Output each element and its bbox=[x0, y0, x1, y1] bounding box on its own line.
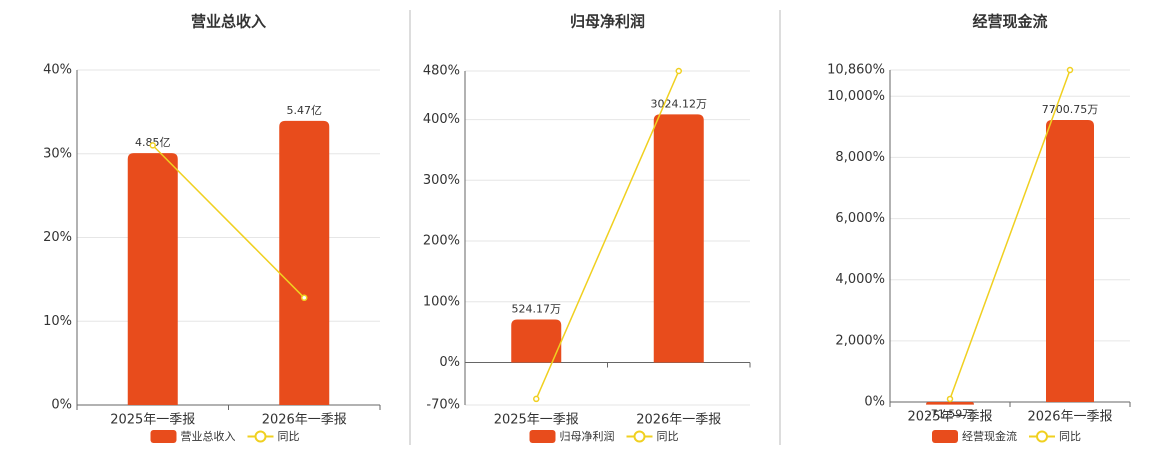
x-tick-label: 2025年一季报 bbox=[907, 410, 992, 425]
value-label: -71.59万 bbox=[927, 408, 973, 421]
chart-title: 营业总收入 bbox=[191, 13, 266, 31]
value-label: 7700.75万 bbox=[1042, 103, 1099, 116]
y-tick-label: 2,000% bbox=[835, 333, 885, 348]
line-point bbox=[946, 395, 954, 403]
y-tick-label: 10% bbox=[43, 314, 72, 329]
value-label: 5.47亿 bbox=[287, 104, 323, 117]
legend-label: 归母净利润 bbox=[560, 429, 615, 443]
y-tick-label: 10,860% bbox=[827, 63, 885, 78]
legend-swatch bbox=[529, 430, 556, 443]
y-tick-label: 0% bbox=[439, 355, 460, 370]
y-tick-label: 20% bbox=[43, 230, 72, 245]
legend-label: 同比 bbox=[657, 430, 679, 443]
y-tick-label: 200% bbox=[423, 234, 460, 249]
bar bbox=[1046, 119, 1094, 403]
y-tick-label: 100% bbox=[423, 294, 460, 309]
value-label: 3024.12万 bbox=[651, 97, 708, 110]
x-tick-label: 2026年一季报 bbox=[636, 413, 721, 428]
y-tick-label: 6,000% bbox=[835, 211, 885, 226]
bar bbox=[653, 114, 704, 363]
line-point bbox=[149, 142, 156, 149]
legend-label: 同比 bbox=[1059, 430, 1081, 443]
y-tick-label: 4,000% bbox=[835, 272, 885, 287]
y-tick-label: 40% bbox=[43, 63, 72, 78]
x-tick-label: 2025年一季报 bbox=[494, 413, 579, 428]
x-tick-label: 2025年一季报 bbox=[110, 413, 195, 428]
x-tick-label: 2026年一季报 bbox=[1027, 410, 1112, 425]
bar bbox=[511, 319, 562, 363]
bar bbox=[279, 120, 330, 405]
line bbox=[949, 69, 1071, 400]
legend-label: 同比 bbox=[278, 430, 300, 443]
line bbox=[152, 144, 305, 299]
bar bbox=[926, 402, 974, 405]
line bbox=[535, 70, 680, 400]
chart-title: 归母净利润 bbox=[570, 13, 645, 31]
legend-swatch bbox=[932, 430, 958, 443]
y-tick-label: 0% bbox=[51, 398, 72, 413]
line-point bbox=[533, 395, 540, 403]
legend-swatch bbox=[150, 430, 177, 443]
legend-label: 经营现金流 bbox=[962, 429, 1017, 443]
legend-swatch bbox=[633, 430, 646, 443]
y-tick-label: 10,000% bbox=[827, 89, 885, 104]
y-tick-label: 30% bbox=[43, 146, 72, 161]
x-tick-label: 2026年一季报 bbox=[262, 413, 347, 428]
y-tick-label: -70% bbox=[426, 398, 460, 413]
chart-title: 经营现金流 bbox=[972, 13, 1047, 31]
legend-swatch bbox=[1036, 430, 1048, 443]
line-point bbox=[675, 67, 682, 75]
y-tick-label: 480% bbox=[423, 64, 460, 79]
legend-label: 营业总收入 bbox=[181, 429, 236, 443]
line-point bbox=[1066, 66, 1074, 74]
y-tick-label: 0% bbox=[864, 395, 885, 410]
y-tick-label: 8,000% bbox=[835, 150, 885, 165]
line-point bbox=[301, 294, 308, 302]
bar bbox=[127, 153, 178, 405]
y-tick-label: 300% bbox=[423, 173, 460, 188]
value-label: 524.17万 bbox=[512, 302, 562, 315]
y-tick-label: 400% bbox=[423, 112, 460, 127]
legend-swatch bbox=[254, 430, 267, 443]
